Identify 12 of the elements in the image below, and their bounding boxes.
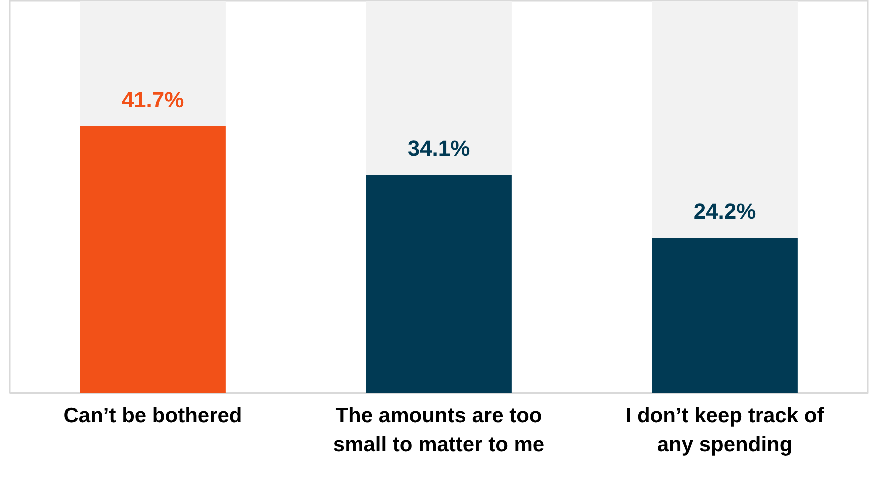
bar — [80, 126, 226, 393]
data-label: 34.1% — [408, 136, 470, 161]
x-tick-label: I don’t keep track of any spending — [626, 404, 826, 456]
bar — [80, 1, 226, 126]
bar — [652, 1, 798, 238]
data-label: 41.7% — [122, 87, 184, 112]
x-tick-label: Can’t be bothered — [64, 404, 242, 428]
x-tick-label: The amounts are too small to matter to me — [333, 404, 545, 456]
bar — [652, 238, 798, 393]
bar — [366, 1, 512, 175]
bar — [366, 174, 512, 393]
data-label: 24.2% — [694, 199, 756, 224]
